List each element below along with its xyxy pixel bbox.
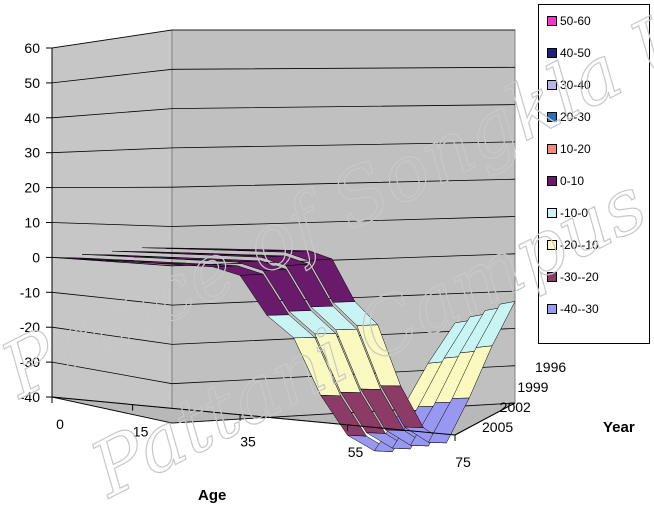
legend-label: 20-30 (560, 110, 591, 124)
legend-swatch (547, 144, 557, 154)
gridline (51, 66, 516, 84)
legend-item: -40--30 (547, 301, 599, 317)
z-axis-ticks: 60 50 40 30 20 10 0 -10 -20 -30 -40 (20, 40, 52, 405)
z-tick-label: -40 (20, 389, 40, 405)
legend-item: -30--20 (547, 269, 599, 285)
legend-label: -10-0 (560, 206, 589, 220)
legend-label: 30-40 (560, 78, 591, 92)
legend-swatch (547, 176, 557, 186)
z-tick-label: -20 (20, 319, 40, 335)
z-tick-label: -30 (20, 354, 40, 370)
y-tick-label: 2002 (500, 399, 531, 415)
y-axis-ticks: 1996 1999 2002 2005 (482, 359, 566, 435)
legend-swatch (547, 112, 557, 122)
z-tick-label: 50 (24, 75, 40, 91)
gridline (51, 104, 516, 119)
gridline (51, 290, 516, 306)
x-tick-label: 15 (133, 424, 149, 440)
gridline (51, 253, 516, 267)
gridline (51, 29, 515, 49)
z-tick-label: 60 (24, 40, 40, 56)
y-tick-label: 1996 (535, 359, 566, 375)
legend-swatch (547, 48, 557, 58)
legend-item: 50-60 (547, 13, 591, 29)
legend-item: 30-40 (547, 77, 591, 93)
surface-mesh (51, 247, 516, 452)
surface-cell (475, 301, 516, 348)
z-tick-label: 0 (32, 249, 40, 265)
legend-swatch (547, 80, 557, 90)
z-tick-label: 40 (24, 110, 40, 126)
gridline (51, 326, 516, 345)
legend-label: -40--30 (560, 302, 599, 316)
legend: 50-60 40-50 30-40 20-30 10-20 0-10 -10-0 -20--1… (538, 4, 650, 344)
gridline (51, 141, 516, 154)
legend-label: 40-50 (560, 46, 591, 60)
gridline (51, 361, 516, 385)
legend-item: 20-30 (547, 109, 591, 125)
legend-label: 0-10 (560, 174, 585, 188)
legend-item: 10-20 (547, 141, 591, 157)
x-tick-label: 55 (348, 444, 364, 460)
legend-label: -20--10 (560, 238, 599, 252)
gridline (51, 216, 516, 227)
x-tick-label: 75 (455, 454, 471, 470)
x-tick-label: 0 (56, 416, 64, 432)
legend-item: -20--10 (547, 237, 599, 253)
legend-item: 40-50 (547, 45, 591, 61)
x-tick-label: 35 (240, 434, 256, 450)
legend-label: 50-60 (560, 14, 591, 28)
legend-label: -30--20 (560, 270, 599, 284)
legend-swatch (547, 208, 557, 218)
legend-label: 10-20 (560, 142, 591, 156)
side-wall (51, 29, 173, 424)
legend-swatch (547, 304, 557, 314)
gridline (51, 178, 516, 189)
z-tick-label: 20 (24, 180, 40, 196)
z-tick-label: 10 (24, 215, 40, 231)
legend-item: -10-0 (547, 205, 588, 221)
y-tick-label: 1999 (517, 379, 548, 395)
legend-swatch (547, 272, 557, 282)
x-axis-ticks: 0 15 35 55 75 (51, 397, 471, 470)
y-tick-label: 2005 (482, 419, 513, 435)
x-axis-line (51, 396, 456, 436)
y-axis-line (454, 402, 516, 436)
z-tick-label: 30 (24, 145, 40, 161)
legend-item: 0-10 (547, 173, 584, 189)
y-axis-title: Year (603, 419, 635, 436)
x-axis-title: Age (198, 487, 226, 504)
z-tick-label: -10 (20, 284, 40, 300)
legend-swatch (547, 16, 557, 26)
legend-swatch (547, 240, 557, 250)
